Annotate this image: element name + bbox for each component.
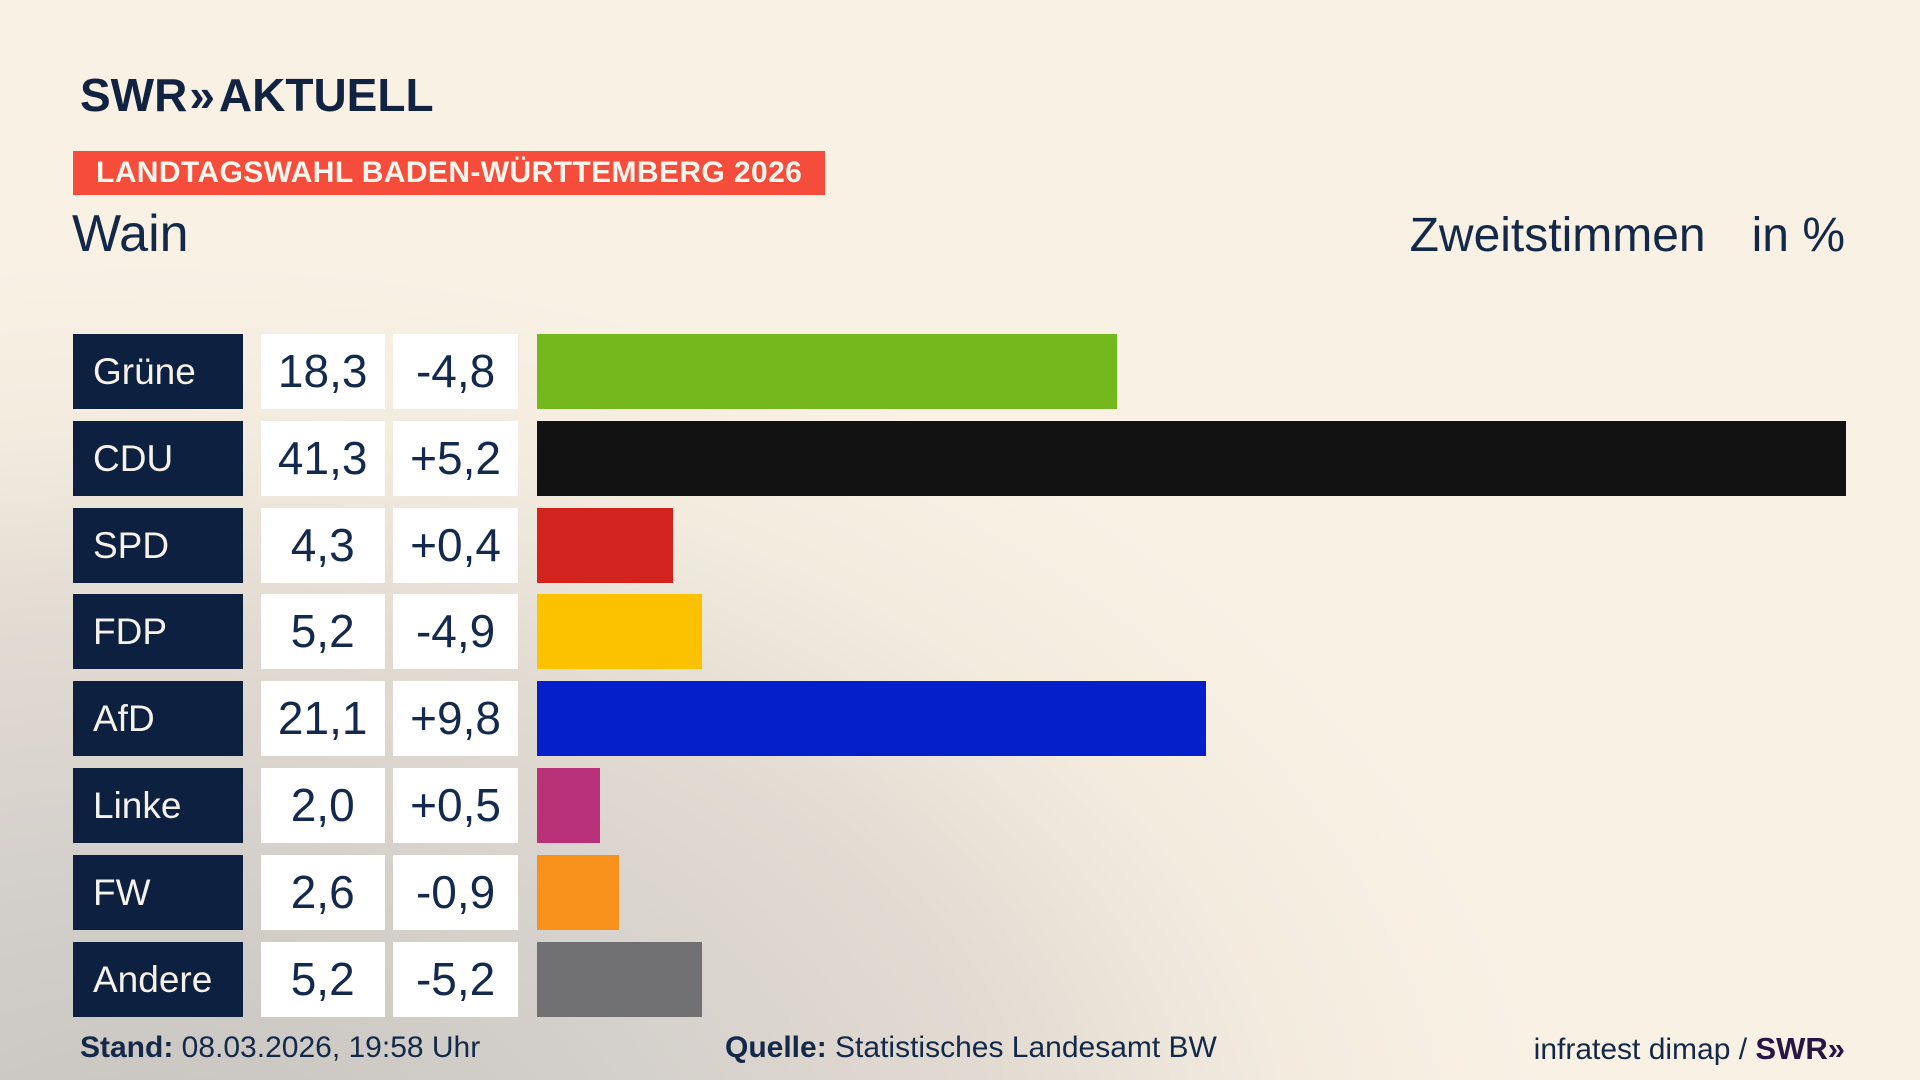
party-result-bar [536, 334, 1117, 409]
quelle-value: Statistisches Landesamt BW [835, 1031, 1217, 1064]
party-name-label: SPD [73, 507, 243, 583]
credit-text: infratest dimap / [1533, 1033, 1756, 1066]
source-note: Quelle: Statistisches Landesamt BW [725, 1031, 1217, 1065]
party-name-label: AfD [73, 681, 243, 757]
party-name-label: Linke [73, 767, 243, 843]
party-name-label: Grüne [73, 334, 243, 409]
party-result-bar [536, 507, 673, 583]
party-percent-value: 5,2 [260, 941, 385, 1017]
measure-label: Zweitstimmen [1409, 209, 1706, 262]
footer: Stand: 08.03.2026, 19:58 Uhr Quelle: Sta… [0, 1031, 1920, 1071]
party-name-label: Andere [73, 941, 243, 1017]
party-change-value: -4,9 [393, 594, 519, 670]
double-chevron-icon: » [189, 69, 215, 121]
party-row: FW 2,6 -0,9 [73, 854, 1846, 930]
party-change-value: +5,2 [393, 420, 519, 496]
swr-aktuell-logo: SWR» AKTUELL [80, 68, 434, 122]
party-percent-value: 2,0 [260, 767, 385, 843]
stand-timestamp: Stand: 08.03.2026, 19:58 Uhr [80, 1031, 480, 1065]
party-change-value: -4,8 [393, 334, 519, 409]
measure-title: Zweitstimmen in % [1410, 208, 1845, 263]
party-result-bar [536, 420, 1846, 496]
party-row: FDP 5,2 -4,9 [73, 594, 1846, 670]
party-result-bar [536, 941, 702, 1017]
results-bar-chart: Grüne 18,3 -4,8 CDU 41,3 +5,2 SPD 4,3 +0… [73, 334, 1846, 1028]
party-row: Andere 5,2 -5,2 [73, 941, 1846, 1017]
party-percent-value: 2,6 [260, 854, 385, 930]
chart-title-row: Wain Zweitstimmen in % [72, 204, 1845, 264]
party-row: Grüne 18,3 -4,8 [73, 334, 1846, 409]
municipality-title: Wain [72, 205, 189, 263]
swr-logo-text: SWR [80, 69, 188, 121]
party-name-label: FDP [73, 594, 243, 670]
party-result-bar [536, 854, 619, 930]
credit-note: infratest dimap / SWR» [1534, 1031, 1845, 1067]
party-row: AfD 21,1 +9,8 [73, 681, 1846, 757]
aktuell-logo-text: AKTUELL [218, 69, 434, 121]
party-row: CDU 41,3 +5,2 [73, 420, 1846, 496]
party-change-value: -0,9 [393, 854, 519, 930]
party-row: SPD 4,3 +0,4 [73, 507, 1846, 583]
stand-label: Stand: [80, 1031, 174, 1064]
election-title-badge: LANDTAGSWAHL BADEN-WÜRTTEMBERG 2026 [73, 151, 826, 195]
party-percent-value: 18,3 [260, 334, 385, 409]
party-change-value: +9,8 [393, 681, 519, 757]
party-result-bar [536, 767, 600, 843]
party-result-bar [536, 594, 702, 670]
stand-value: 08.03.2026, 19:58 Uhr [181, 1031, 481, 1064]
party-percent-value: 4,3 [260, 507, 385, 583]
party-change-value: -5,2 [393, 941, 519, 1017]
party-percent-value: 21,1 [260, 681, 385, 757]
party-change-value: +0,5 [393, 767, 519, 843]
unit-label: in % [1751, 209, 1845, 262]
party-result-bar [536, 681, 1206, 757]
quelle-label: Quelle: [725, 1031, 827, 1064]
party-row: Linke 2,0 +0,5 [73, 767, 1846, 843]
swr-footer-logo: SWR» [1755, 1031, 1845, 1066]
party-percent-value: 41,3 [260, 420, 385, 496]
party-percent-value: 5,2 [260, 594, 385, 670]
party-change-value: +0,4 [393, 507, 519, 583]
party-name-label: CDU [73, 420, 243, 496]
party-name-label: FW [73, 854, 243, 930]
